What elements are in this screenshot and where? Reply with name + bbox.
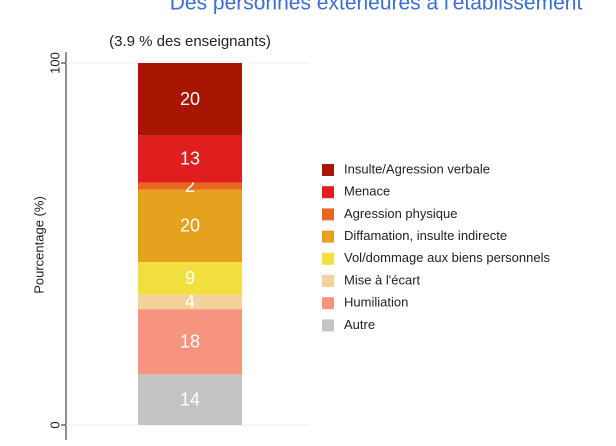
- legend-swatch: [322, 164, 334, 176]
- y-axis-label: Pourcentage (%): [31, 196, 46, 294]
- legend-label: Mise à l'écart: [344, 272, 421, 287]
- legend-label: Diffamation, insulte indirecte: [344, 228, 507, 243]
- data-label: 14: [180, 389, 200, 409]
- chart-title: Des personnes extérieures à l'établissem…: [170, 0, 583, 15]
- bar-segment: [138, 374, 242, 425]
- bar-segment: [138, 189, 242, 263]
- bar-segment: [138, 262, 242, 295]
- y-tick-label: 0: [47, 421, 62, 428]
- data-label: 2: [185, 176, 195, 196]
- legend-swatch: [322, 252, 334, 265]
- bar-segment: [138, 182, 242, 190]
- bar-segment: [138, 294, 242, 310]
- legend-label: Autre: [344, 317, 375, 332]
- legend-label: Vol/dommage aux biens personnels: [344, 250, 550, 265]
- legend-label: Humiliation: [344, 295, 408, 310]
- legend-swatch: [322, 319, 334, 332]
- data-label: 18: [180, 331, 200, 351]
- bar-segment: [138, 63, 242, 136]
- legend-swatch: [322, 297, 334, 310]
- legend-label: Insulte/Agression verbale: [344, 161, 490, 176]
- legend-swatch: [322, 186, 334, 199]
- legend-label: Menace: [344, 184, 390, 199]
- y-tick-label: 100: [47, 52, 62, 74]
- bar-segment: [138, 309, 242, 375]
- data-label: 4: [185, 292, 195, 312]
- legend-swatch: [322, 275, 334, 287]
- bar-segment: [138, 135, 242, 183]
- data-label: 20: [180, 216, 200, 236]
- legend-swatch: [322, 208, 334, 221]
- chart-subtitle: (3.9 % des enseignants): [109, 33, 271, 50]
- data-label: 13: [180, 149, 200, 169]
- legend-label: Agression physique: [344, 206, 457, 221]
- data-label: 9: [185, 268, 195, 288]
- data-label: 20: [180, 89, 200, 109]
- legend-swatch: [322, 230, 334, 243]
